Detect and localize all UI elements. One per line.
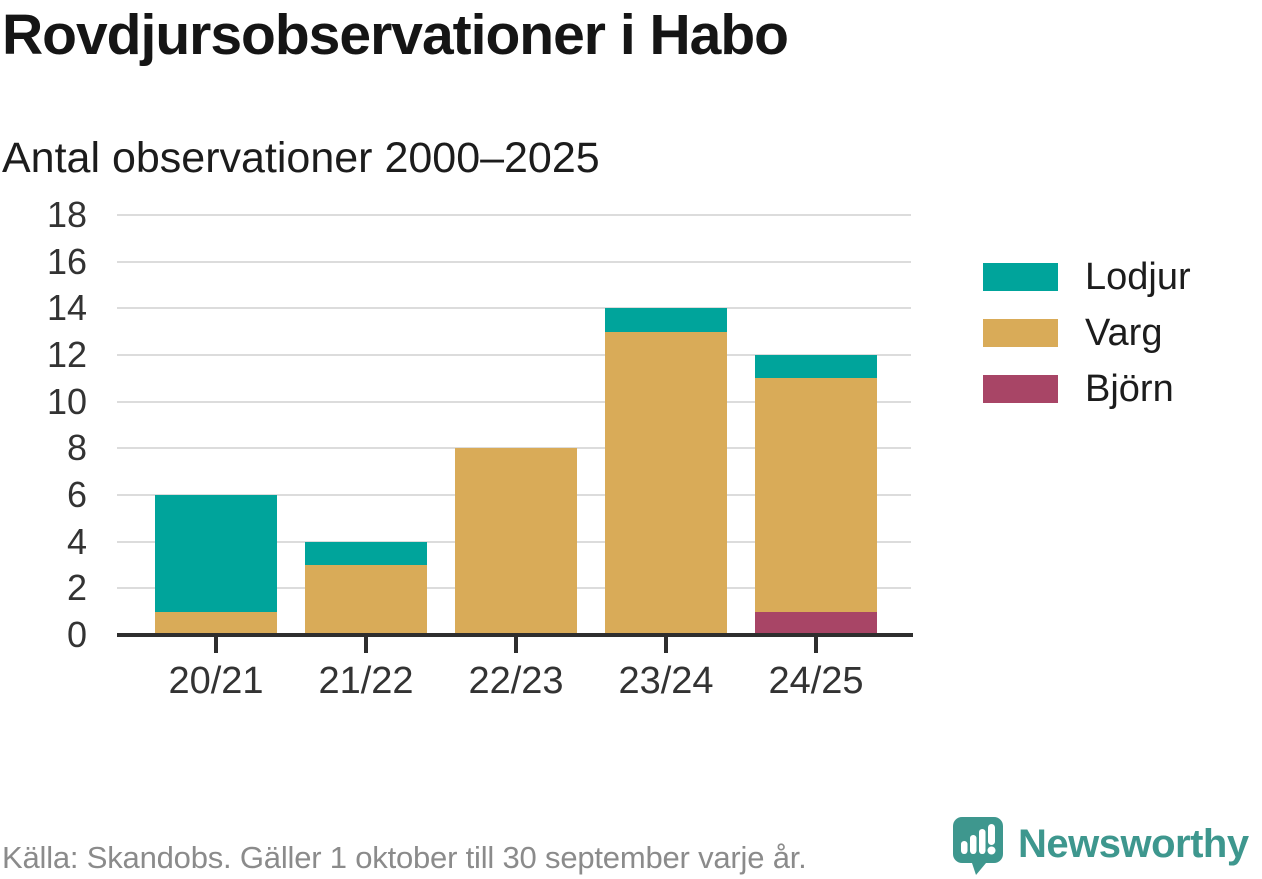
x-tick-22/23: [514, 637, 518, 653]
x-tick-20/21: [214, 637, 218, 653]
x-tick-23/24: [664, 637, 668, 653]
gridline-y-16: [117, 260, 911, 263]
legend-item-varg: Varg: [983, 312, 1163, 354]
bar-segment-lodjur-24/25: [755, 355, 877, 379]
y-axis-label-2: 2: [66, 567, 87, 609]
brand-lockup: Newsworthy: [952, 816, 1249, 876]
bar-segment-björn-24/25: [755, 611, 877, 635]
source-note: Källa: Skandobs. Gäller 1 oktober till 3…: [2, 840, 807, 875]
x-axis-label-20/21: 20/21: [168, 660, 264, 702]
bar-segment-lodjur-21/22: [305, 541, 427, 565]
y-axis-label-6: 6: [66, 474, 87, 515]
chart-title: Rovdjursobservationer i Habo: [2, 3, 789, 67]
x-tick-21/22: [364, 637, 368, 653]
y-axis-label-0: 0: [66, 614, 87, 655]
legend-swatch-lodjur: [983, 263, 1058, 291]
y-axis-label-18: 18: [46, 194, 87, 235]
legend-item-lodjur: Lodjur: [983, 256, 1191, 298]
y-axis-label-14: 14: [46, 287, 87, 329]
x-tick-24/25: [814, 637, 818, 653]
x-axis-label-22/23: 22/23: [468, 660, 564, 702]
legend-label-björn: Björn: [1085, 368, 1174, 410]
y-axis-label-12: 12: [46, 334, 87, 375]
legend-swatch-varg: [983, 319, 1058, 347]
bar-segment-lodjur-23/24: [605, 308, 727, 332]
x-axis-line: [117, 633, 913, 637]
x-axis-label-23/24: 23/24: [618, 660, 714, 702]
gridline-y-10: [117, 400, 911, 403]
y-axis-label-4: 4: [66, 520, 87, 562]
legend-swatch-björn: [983, 375, 1058, 403]
bar-segment-varg-22/23: [455, 448, 577, 635]
x-axis-label-24/25: 24/25: [768, 660, 864, 702]
y-axis-label-8: 8: [66, 427, 87, 469]
x-axis-label-21/22: 21/22: [318, 660, 414, 702]
legend-item-björn: Björn: [983, 368, 1174, 410]
bar-segment-varg-20/21: [155, 611, 277, 635]
gridline-y-18: [117, 214, 911, 216]
bar-segment-varg-23/24: [605, 331, 727, 635]
legend-label-varg: Varg: [1085, 312, 1163, 354]
y-axis-label-10: 10: [46, 380, 87, 422]
bar-segment-varg-21/22: [305, 565, 427, 635]
legend-label-lodjur: Lodjur: [1085, 256, 1191, 298]
newsworthy-logo-icon: [953, 817, 1003, 875]
chart-subtitle: Antal observationer 2000–2025: [2, 134, 600, 182]
bar-segment-lodjur-20/21: [155, 495, 277, 612]
brand-name: Newsworthy: [1018, 822, 1249, 866]
bar-segment-varg-24/25: [755, 378, 877, 612]
gridline-y-14: [117, 307, 911, 310]
gridline-y-12: [117, 354, 911, 356]
y-axis-label-16: 16: [46, 240, 87, 282]
